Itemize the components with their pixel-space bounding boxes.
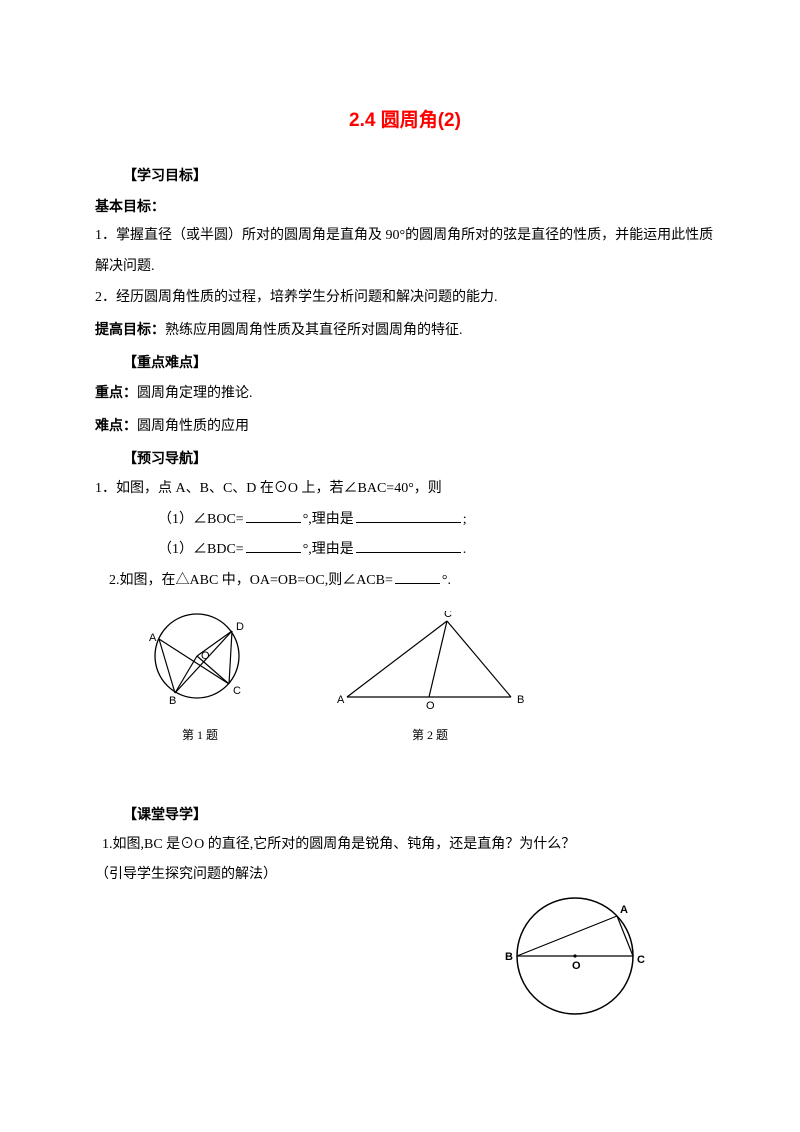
blank <box>246 538 301 553</box>
section-header-goal: 【学习目标】 <box>95 160 715 191</box>
class-q1: 1.如图,BC 是⊙O 的直径,它所对的圆周角是锐角、钝角，还是直角？为什么？ <box>95 830 715 861</box>
svg-text:O: O <box>201 650 210 662</box>
basic-goal-2: 2．经历圆周角性质的过程，培养学生分析问题和解决问题的能力. <box>95 283 715 314</box>
svg-text:A: A <box>337 694 345 706</box>
basic-goal-1: 1．掌握直径（或半圆）所对的圆周角是直角及 90°的圆周角所对的弦是直径的性质，… <box>95 221 715 283</box>
figure-1: A D O B C 第 1 题 <box>135 601 265 749</box>
svg-text:B: B <box>169 695 176 707</box>
q2-pre: 2.如图，在△ABC 中，OA=OB=OC,则∠ACB= <box>109 573 393 588</box>
figure-1-caption: 第 1 题 <box>135 722 265 748</box>
blank <box>246 508 301 523</box>
q1-sub2-mid: °,理由是 <box>303 542 354 557</box>
q2-end: °. <box>442 573 451 588</box>
diff-text: 圆周角性质的应用 <box>137 419 249 434</box>
q1-sub2-pre: （1）∠BDC= <box>158 542 244 557</box>
q1-sub1-mid: °,理由是 <box>303 512 354 527</box>
svg-text:C: C <box>233 685 241 697</box>
svg-text:A: A <box>620 904 628 916</box>
blank <box>356 538 461 553</box>
key-row: 重点：圆周角定理的推论. <box>95 377 715 410</box>
svg-text:C: C <box>637 954 645 966</box>
q1-sub1-end: ; <box>463 512 467 527</box>
svg-text:A: A <box>149 632 157 644</box>
svg-text:O: O <box>572 960 581 972</box>
q1-sub1-pre: （1）∠BOC= <box>158 512 244 527</box>
figure-2-svg: A B C O <box>335 611 525 711</box>
figure-1-svg: A D O B C <box>135 601 265 711</box>
diff-row: 难点：圆周角性质的应用 <box>95 410 715 443</box>
svg-text:D: D <box>236 621 244 633</box>
figure-row: A D O B C 第 1 题 A B C O 第 2 题 <box>95 601 715 749</box>
basic-goal-label: 基本目标： <box>95 191 715 222</box>
q2: 2.如图，在△ABC 中，OA=OB=OC,则∠ACB= °. <box>95 566 715 597</box>
lesson-title: 2.4 圆周角(2) <box>95 100 715 142</box>
q1-sub2-end: . <box>463 542 467 557</box>
section-header-keydiff: 【重点难点】 <box>95 347 715 378</box>
svg-text:B: B <box>517 694 524 706</box>
q1-stem: 1．如图，点 A、B、C、D 在⊙O 上，若∠BAC=40°，则 <box>95 474 715 505</box>
key-text: 圆周角定理的推论. <box>137 386 253 401</box>
key-label: 重点： <box>95 384 137 400</box>
q1-sub1: （1）∠BOC= °,理由是; <box>95 505 715 536</box>
raise-goal-text: 熟练应用圆周角性质及其直径所对圆周角的特征. <box>165 323 463 338</box>
figure-2-caption: 第 2 题 <box>335 722 525 748</box>
svg-text:C: C <box>444 611 452 620</box>
blank <box>356 508 461 523</box>
section-header-preview: 【预习导航】 <box>95 443 715 474</box>
blank <box>395 569 440 584</box>
svg-text:O: O <box>426 700 435 711</box>
svg-text:B: B <box>505 951 513 963</box>
figure-2: A B C O 第 2 题 <box>335 611 525 749</box>
section-header-class: 【课堂导学】 <box>95 799 715 830</box>
raise-goal-row: 提高目标：熟练应用圆周角性质及其直径所对圆周角的特征. <box>95 314 715 347</box>
page: 2.4 圆周角(2) 【学习目标】 基本目标： 1．掌握直径（或半圆）所对的圆周… <box>0 0 800 1061</box>
diff-label: 难点： <box>95 417 137 433</box>
figure-3-svg: B C A O <box>495 881 655 1021</box>
q1-sub2: （1）∠BDC= °,理由是. <box>95 535 715 566</box>
figure-3-wrap: B C A O <box>95 881 715 1021</box>
raise-goal-label: 提高目标： <box>95 321 165 337</box>
